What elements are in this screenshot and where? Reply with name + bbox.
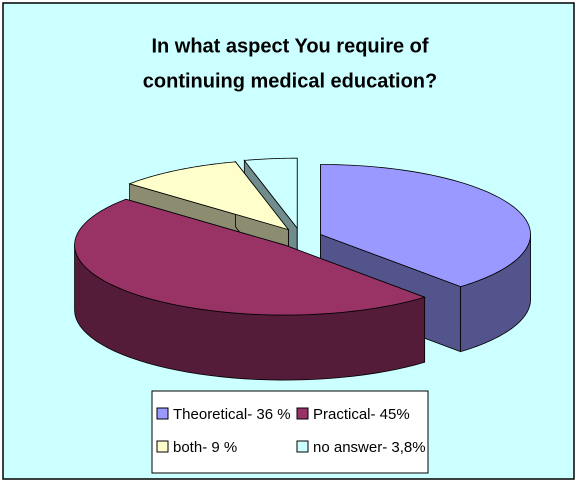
legend-swatch (156, 440, 169, 453)
slice-top (243, 157, 298, 230)
slice-top (320, 164, 531, 288)
slice (74, 198, 426, 381)
legend-label: Practical- 45% (313, 406, 410, 423)
legend-swatch (296, 440, 309, 453)
legend-swatch (296, 407, 309, 420)
legend-label: no answer- 3,8% (313, 439, 426, 456)
slice-top (128, 161, 290, 231)
legend-label: Theoretical- 36 % (173, 406, 291, 423)
legend (151, 390, 429, 474)
slice-top (74, 198, 426, 316)
chart-title: In what aspect You require of (151, 35, 428, 57)
legend-label: both- 9 % (173, 439, 237, 456)
legend-swatch (156, 407, 169, 420)
chart-title: continuing medical education? (143, 70, 437, 92)
slice (320, 164, 531, 353)
